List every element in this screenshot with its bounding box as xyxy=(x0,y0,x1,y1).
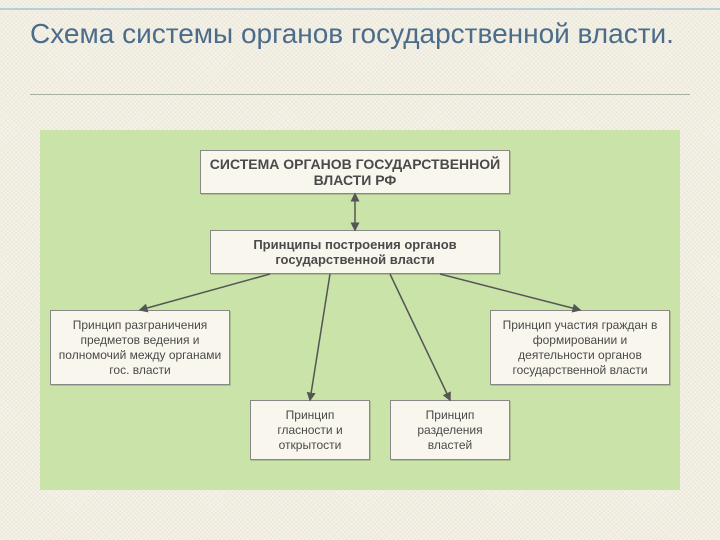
edge-principles-leaf4 xyxy=(440,274,580,310)
node-leaf3: Принцип разделения властей xyxy=(390,400,510,460)
node-leaf4-label: Принцип участия граждан в формировании и… xyxy=(497,318,663,378)
node-root-label: СИСТЕМА ОРГАНОВ ГОСУДАРСТВЕННОЙ ВЛАСТИ Р… xyxy=(207,156,503,188)
diagram-area: СИСТЕМА ОРГАНОВ ГОСУДАРСТВЕННОЙ ВЛАСТИ Р… xyxy=(40,130,680,490)
edge-principles-leaf2 xyxy=(310,274,330,400)
node-principles-label: Принципы построения органов государствен… xyxy=(217,237,493,267)
node-leaf4: Принцип участия граждан в формировании и… xyxy=(490,310,670,385)
node-root: СИСТЕМА ОРГАНОВ ГОСУДАРСТВЕННОЙ ВЛАСТИ Р… xyxy=(200,150,510,194)
edge-principles-leaf3 xyxy=(390,274,450,400)
top-rule xyxy=(0,8,720,10)
title-underline xyxy=(30,94,690,95)
edge-principles-leaf1 xyxy=(140,274,270,310)
node-leaf1-label: Принцип разграничения предметов ведения … xyxy=(57,318,223,378)
node-leaf2: Принцип гласности и открытости xyxy=(250,400,370,460)
node-leaf2-label: Принцип гласности и открытости xyxy=(257,408,363,453)
node-leaf3-label: Принцип разделения властей xyxy=(397,408,503,453)
node-principles: Принципы построения органов государствен… xyxy=(210,230,500,274)
node-leaf1: Принцип разграничения предметов ведения … xyxy=(50,310,230,385)
page-title: Схема системы органов государственной вл… xyxy=(30,18,690,50)
